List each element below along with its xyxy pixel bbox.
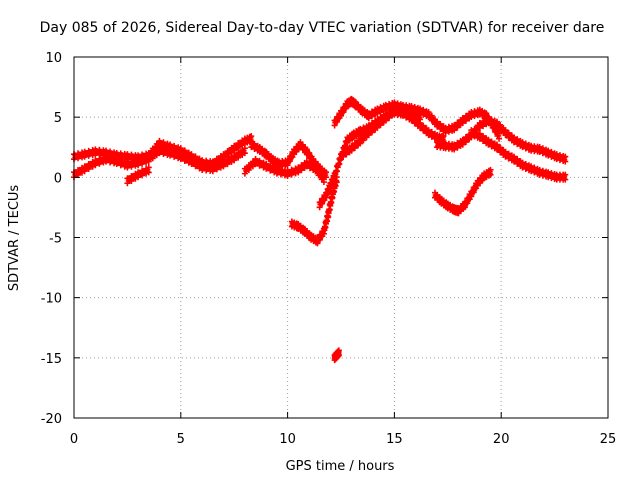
x-tick-label: 10 — [279, 432, 296, 447]
data-point — [331, 175, 338, 182]
series-track-e — [241, 155, 327, 186]
y-tick-labels: -20 -15 -10 -5 0 5 10 — [41, 51, 62, 427]
data-point — [417, 111, 424, 118]
y-tick-label: -20 — [41, 412, 62, 427]
series-track-b — [71, 145, 248, 181]
data-point — [417, 116, 424, 123]
data-point — [562, 158, 569, 165]
y-tick-label: 5 — [54, 111, 62, 126]
axis-ticks — [73, 56, 609, 419]
x-tick-label: 15 — [386, 432, 403, 447]
x-tick-labels: 0 5 10 15 20 25 — [70, 432, 616, 447]
y-tick-label: -10 — [41, 292, 62, 307]
data-point — [461, 204, 468, 211]
data-point — [487, 171, 494, 178]
y-axis-label: SDTVAR / TECUs — [7, 185, 22, 292]
data-point — [284, 162, 291, 169]
data-point — [496, 135, 503, 142]
series-track-i — [340, 105, 424, 160]
data-point — [323, 169, 330, 176]
series-track-l — [431, 166, 494, 217]
data-point — [145, 169, 152, 176]
data-point — [486, 170, 493, 177]
data-point — [470, 189, 477, 196]
data-point — [337, 157, 344, 164]
series-track-k — [468, 127, 569, 183]
x-tick-label: 5 — [177, 432, 185, 447]
data-point — [332, 171, 339, 178]
y-tick-label: 0 — [54, 171, 62, 186]
x-tick-label: 0 — [70, 432, 78, 447]
y-tick-label: -5 — [49, 232, 62, 247]
series-track-g — [316, 106, 447, 211]
data-points — [71, 95, 569, 364]
series-track-c — [124, 164, 152, 187]
data-point — [562, 176, 569, 183]
series-track-h — [331, 95, 503, 142]
y-tick-label: 10 — [45, 51, 62, 66]
data-point — [248, 133, 255, 140]
x-axis-label: GPS time / hours — [286, 459, 395, 474]
data-point — [464, 200, 471, 207]
data-point — [336, 160, 343, 167]
data-point — [335, 352, 342, 359]
data-point — [468, 193, 475, 200]
data-point — [334, 164, 341, 171]
x-tick-label: 20 — [493, 432, 510, 447]
chart-title: Day 085 of 2026, Sidereal Day-to-day VTE… — [40, 20, 605, 36]
series-track-j — [434, 115, 569, 165]
x-tick-label: 25 — [600, 432, 617, 447]
data-point — [241, 150, 248, 157]
data-point — [287, 158, 294, 165]
y-tick-label: -15 — [41, 352, 62, 367]
data-point — [333, 168, 340, 175]
series-track-m — [331, 347, 342, 364]
data-point — [320, 179, 327, 186]
